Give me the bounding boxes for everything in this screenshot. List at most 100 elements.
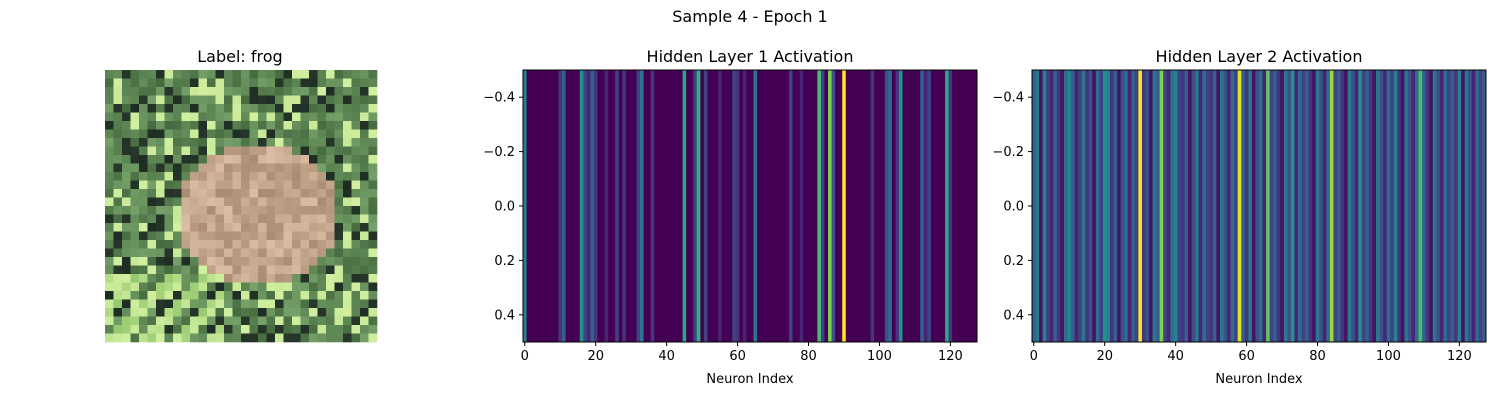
image-pixel (309, 325, 318, 334)
image-pixel (326, 104, 335, 113)
image-pixel (113, 214, 123, 224)
heatmap-2-cell (1102, 70, 1107, 342)
image-pixel (326, 325, 335, 334)
image-pixel (309, 257, 318, 266)
image-pixel (207, 223, 216, 232)
image-pixel (173, 172, 182, 181)
image-pixel (258, 223, 267, 232)
image-pixel (241, 248, 250, 258)
heatmap-1-cell (930, 70, 935, 342)
heatmap-2-cell (1163, 70, 1168, 342)
image-pixel (224, 291, 233, 300)
image-pixel (190, 248, 199, 258)
image-pixel (190, 87, 199, 96)
image-pixel (207, 231, 216, 241)
heatmap-2-ytick-label: 0.0 (1003, 200, 1024, 215)
image-pixel (249, 180, 259, 190)
image-pixel (241, 87, 250, 96)
image-pixel (266, 189, 276, 198)
image-pixel (317, 138, 327, 147)
image-pixel (292, 121, 301, 130)
image-pixel (156, 333, 165, 343)
image-pixel (181, 257, 191, 266)
image-pixel (122, 248, 131, 258)
image-pixel (198, 78, 208, 88)
image-pixel (164, 257, 174, 266)
image-pixel (224, 325, 233, 334)
image-pixel (241, 325, 250, 334)
image-pixel (266, 78, 276, 88)
image-pixel (368, 333, 378, 343)
image-pixel (360, 223, 369, 232)
image-pixel (343, 206, 352, 215)
image-pixel (351, 146, 361, 156)
image-pixel (181, 87, 191, 96)
heatmap-2-cell (1180, 70, 1185, 342)
image-pixel (360, 172, 369, 181)
heatmap-1-cell (888, 70, 893, 342)
image-pixel (326, 274, 335, 283)
image-pixel (207, 70, 216, 79)
image-pixel (224, 163, 233, 173)
image-pixel (343, 172, 352, 181)
image-pixel (130, 282, 140, 292)
image-pixel (164, 333, 174, 343)
image-pixel (300, 291, 310, 300)
image-pixel (215, 146, 225, 156)
heatmap-2-cell (1326, 70, 1331, 342)
heatmap-1-cell (664, 70, 669, 342)
heatmap-1-cell (884, 70, 889, 342)
image-pixel (173, 155, 182, 164)
image-pixel (351, 299, 361, 309)
image-pixel (139, 308, 148, 317)
image-pixel (198, 129, 208, 139)
heatmap-2-xtick-label: 0 (1030, 349, 1038, 364)
image-pixel (224, 282, 233, 292)
image-pixel (351, 189, 361, 198)
image-pixel (309, 240, 318, 249)
image-pixel (292, 172, 301, 181)
image-pixel (300, 214, 310, 224)
heatmap-2-cell (1280, 70, 1285, 342)
image-pixel (190, 104, 199, 113)
image-pixel (164, 104, 174, 113)
image-pixel (343, 87, 352, 96)
image-pixel (343, 265, 352, 275)
heatmap-1-ytick-label: 0.4 (494, 308, 515, 323)
image-pixel (181, 308, 191, 317)
image-pixel (113, 316, 123, 326)
image-pixel (292, 95, 301, 105)
image-pixel (309, 78, 318, 88)
heatmap-2-cell (1429, 70, 1434, 342)
image-pixel (164, 70, 174, 79)
image-pixel (198, 138, 208, 147)
image-pixel (207, 282, 216, 292)
image-pixel (258, 316, 267, 326)
image-pixel (309, 121, 318, 130)
image-pixel (368, 325, 378, 334)
image-pixel (368, 274, 378, 283)
image-pixel (181, 223, 191, 232)
image-pixel (207, 333, 216, 343)
image-pixel (334, 112, 344, 122)
image-pixel (368, 299, 378, 309)
image-pixel (317, 70, 327, 79)
image-pixel (283, 206, 293, 215)
heatmap-1-cell (523, 70, 527, 342)
heatmap-1-cell (941, 70, 946, 342)
image-pixel (368, 112, 378, 122)
image-pixel (360, 155, 369, 164)
image-pixel (292, 325, 301, 334)
image-pixel (215, 206, 225, 215)
image-pixel (343, 299, 352, 309)
heatmap-1-cell (828, 70, 832, 342)
image-pixel (326, 112, 335, 122)
image-pixel (292, 180, 301, 190)
image-pixel (351, 206, 361, 215)
image-pixel (198, 180, 208, 190)
image-pixel (351, 223, 361, 232)
image-pixel (122, 223, 131, 232)
image-pixel (147, 325, 157, 334)
image-pixel (215, 189, 225, 198)
image-pixel (130, 87, 140, 96)
